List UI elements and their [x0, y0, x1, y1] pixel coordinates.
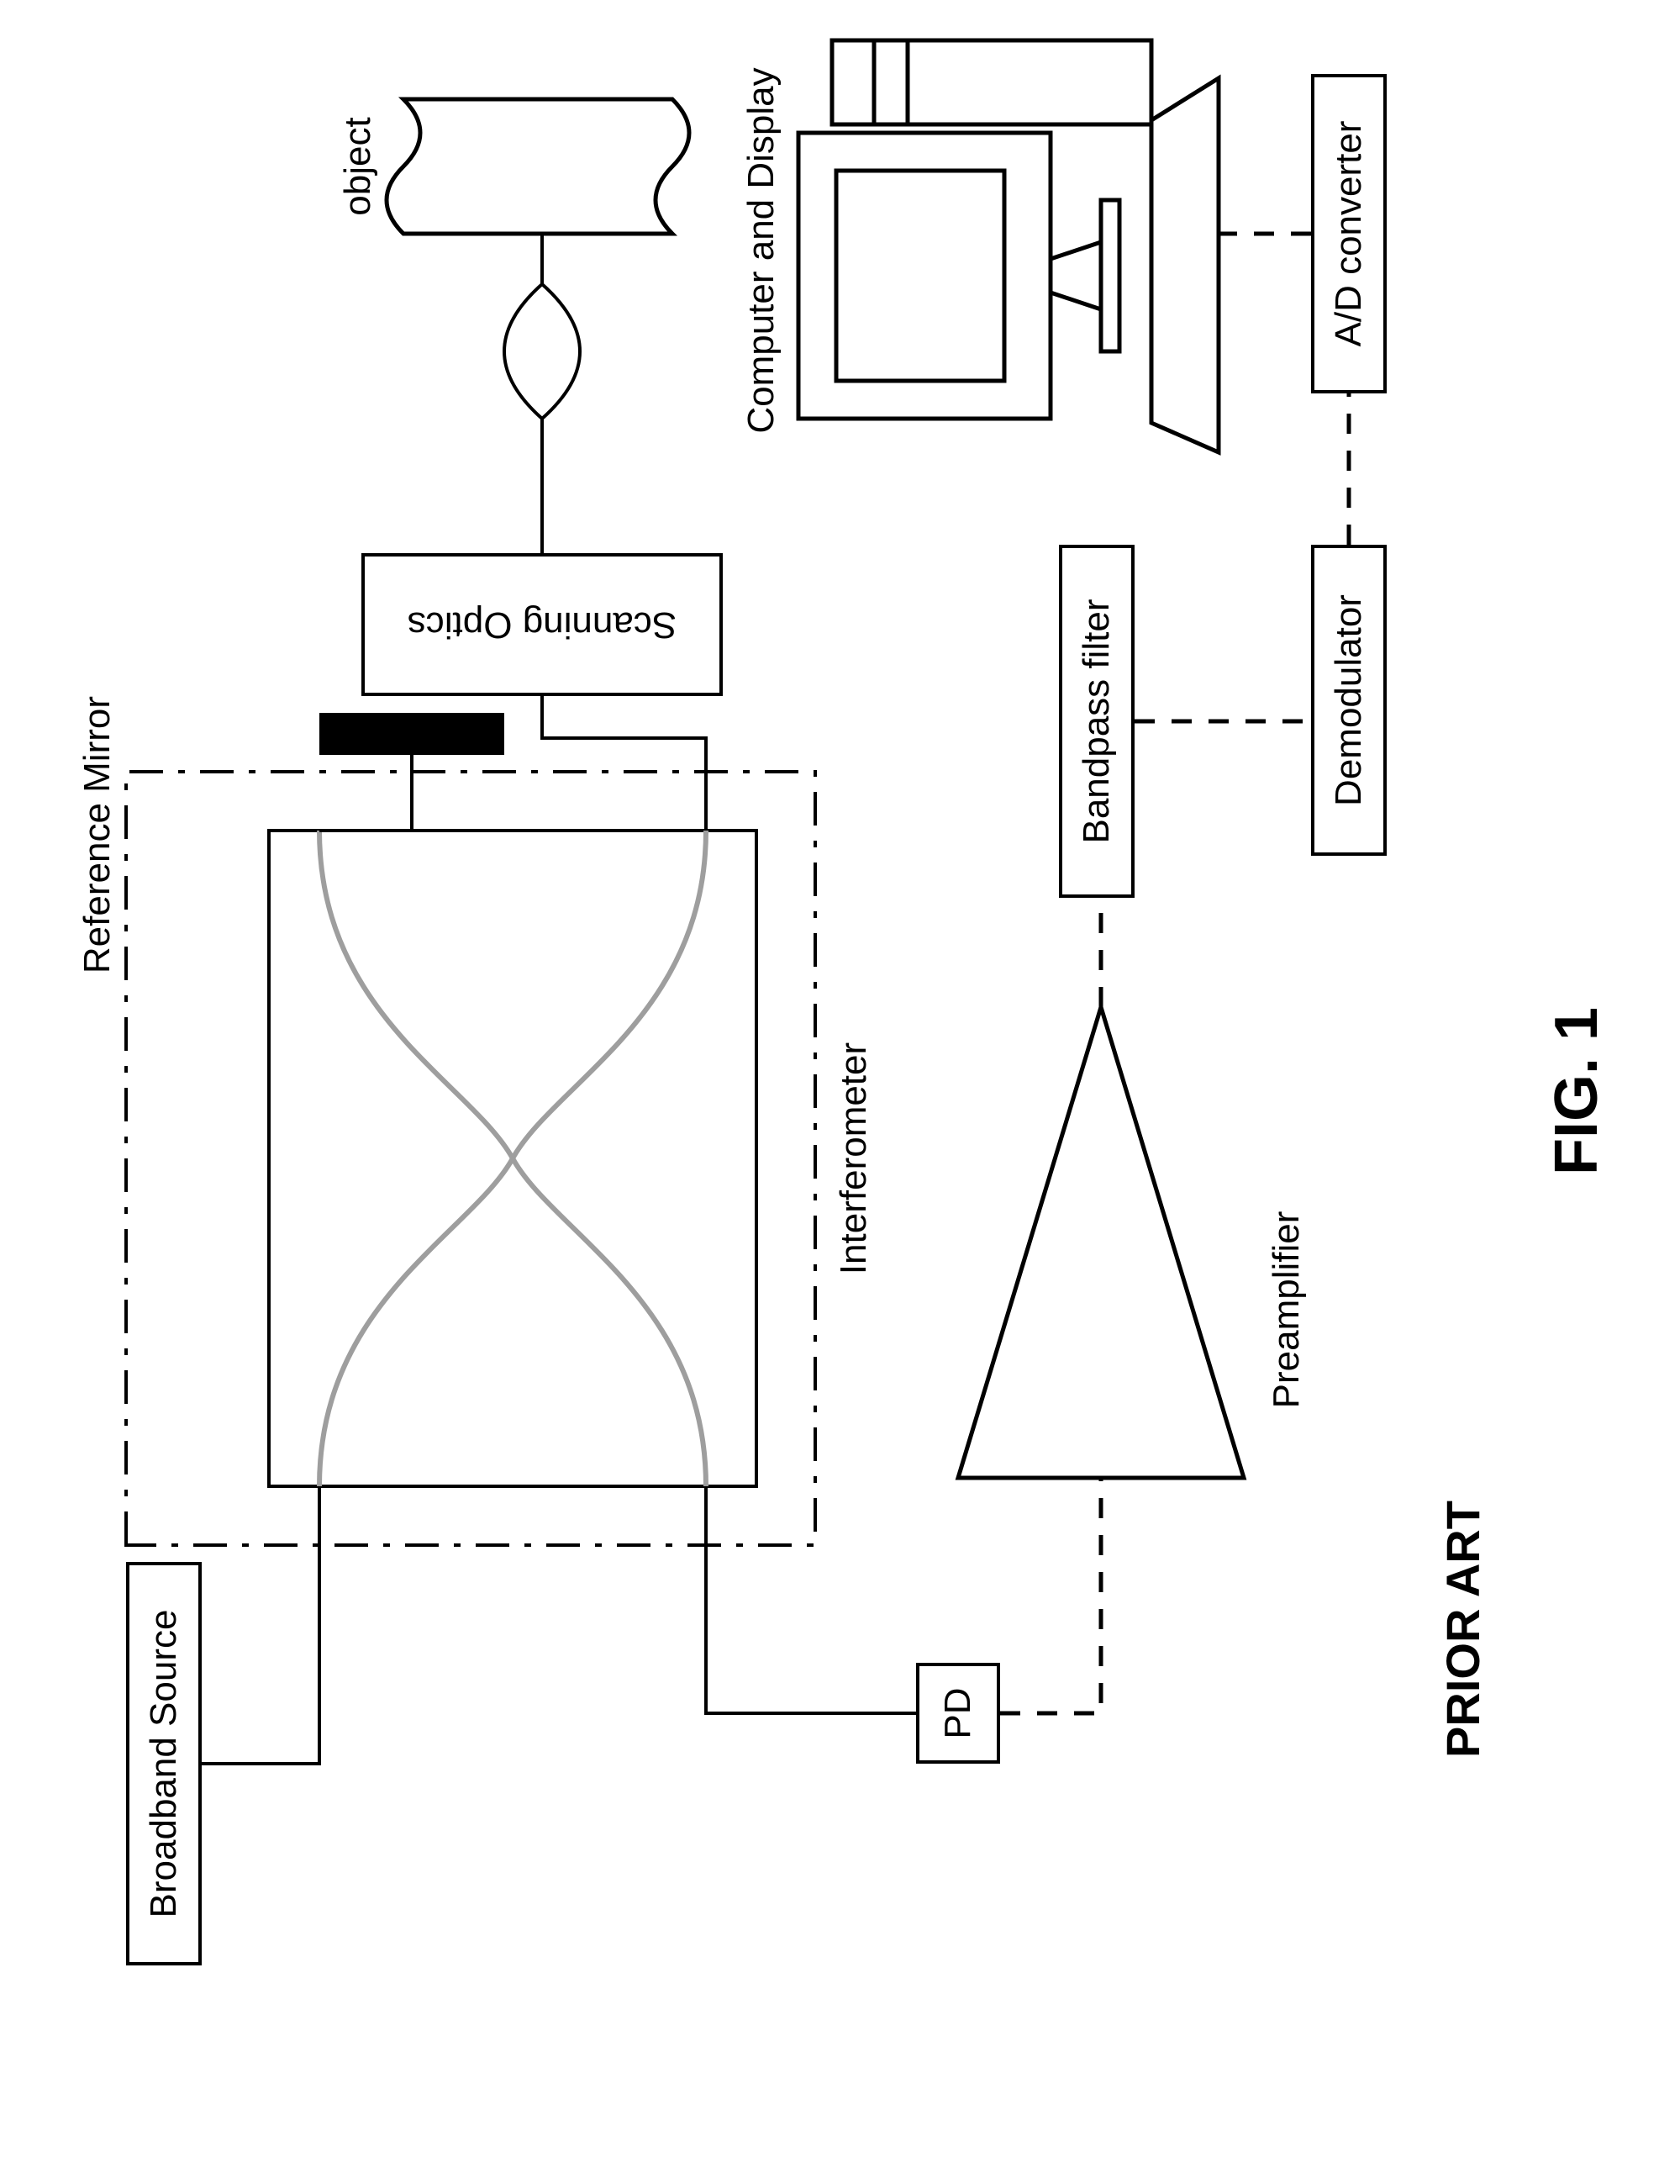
computer-icon: [798, 40, 1219, 452]
fiber-leads: [202, 419, 916, 1764]
preamplifier-label: Preamplifier: [1266, 1211, 1307, 1409]
signal-path: [1000, 234, 1349, 1713]
diagram-stage: Broadband Source PD Bandpass filter Demo…: [0, 504, 1680, 2184]
lens-icon: [504, 284, 580, 419]
figure-caption: FIG. 1: [1543, 1007, 1610, 1175]
interferometer-enclosure: [126, 772, 815, 1545]
object-label: object: [337, 117, 378, 215]
object-shape: [387, 99, 689, 234]
interferometer-label: Interferometer: [833, 1042, 874, 1274]
reference-mirror-bar: [319, 713, 504, 755]
coupler-fibers: [319, 831, 706, 1486]
computer-display-label: Computer and Display: [740, 67, 782, 433]
reference-mirror-label: Reference Mirror: [76, 696, 118, 973]
prior-art-caption: PRIOR ART: [1436, 1501, 1489, 1758]
preamplifier-triangle: [958, 1007, 1244, 1478]
diagram-svg: Interferometer Reference Mirror: [0, 0, 1680, 2184]
